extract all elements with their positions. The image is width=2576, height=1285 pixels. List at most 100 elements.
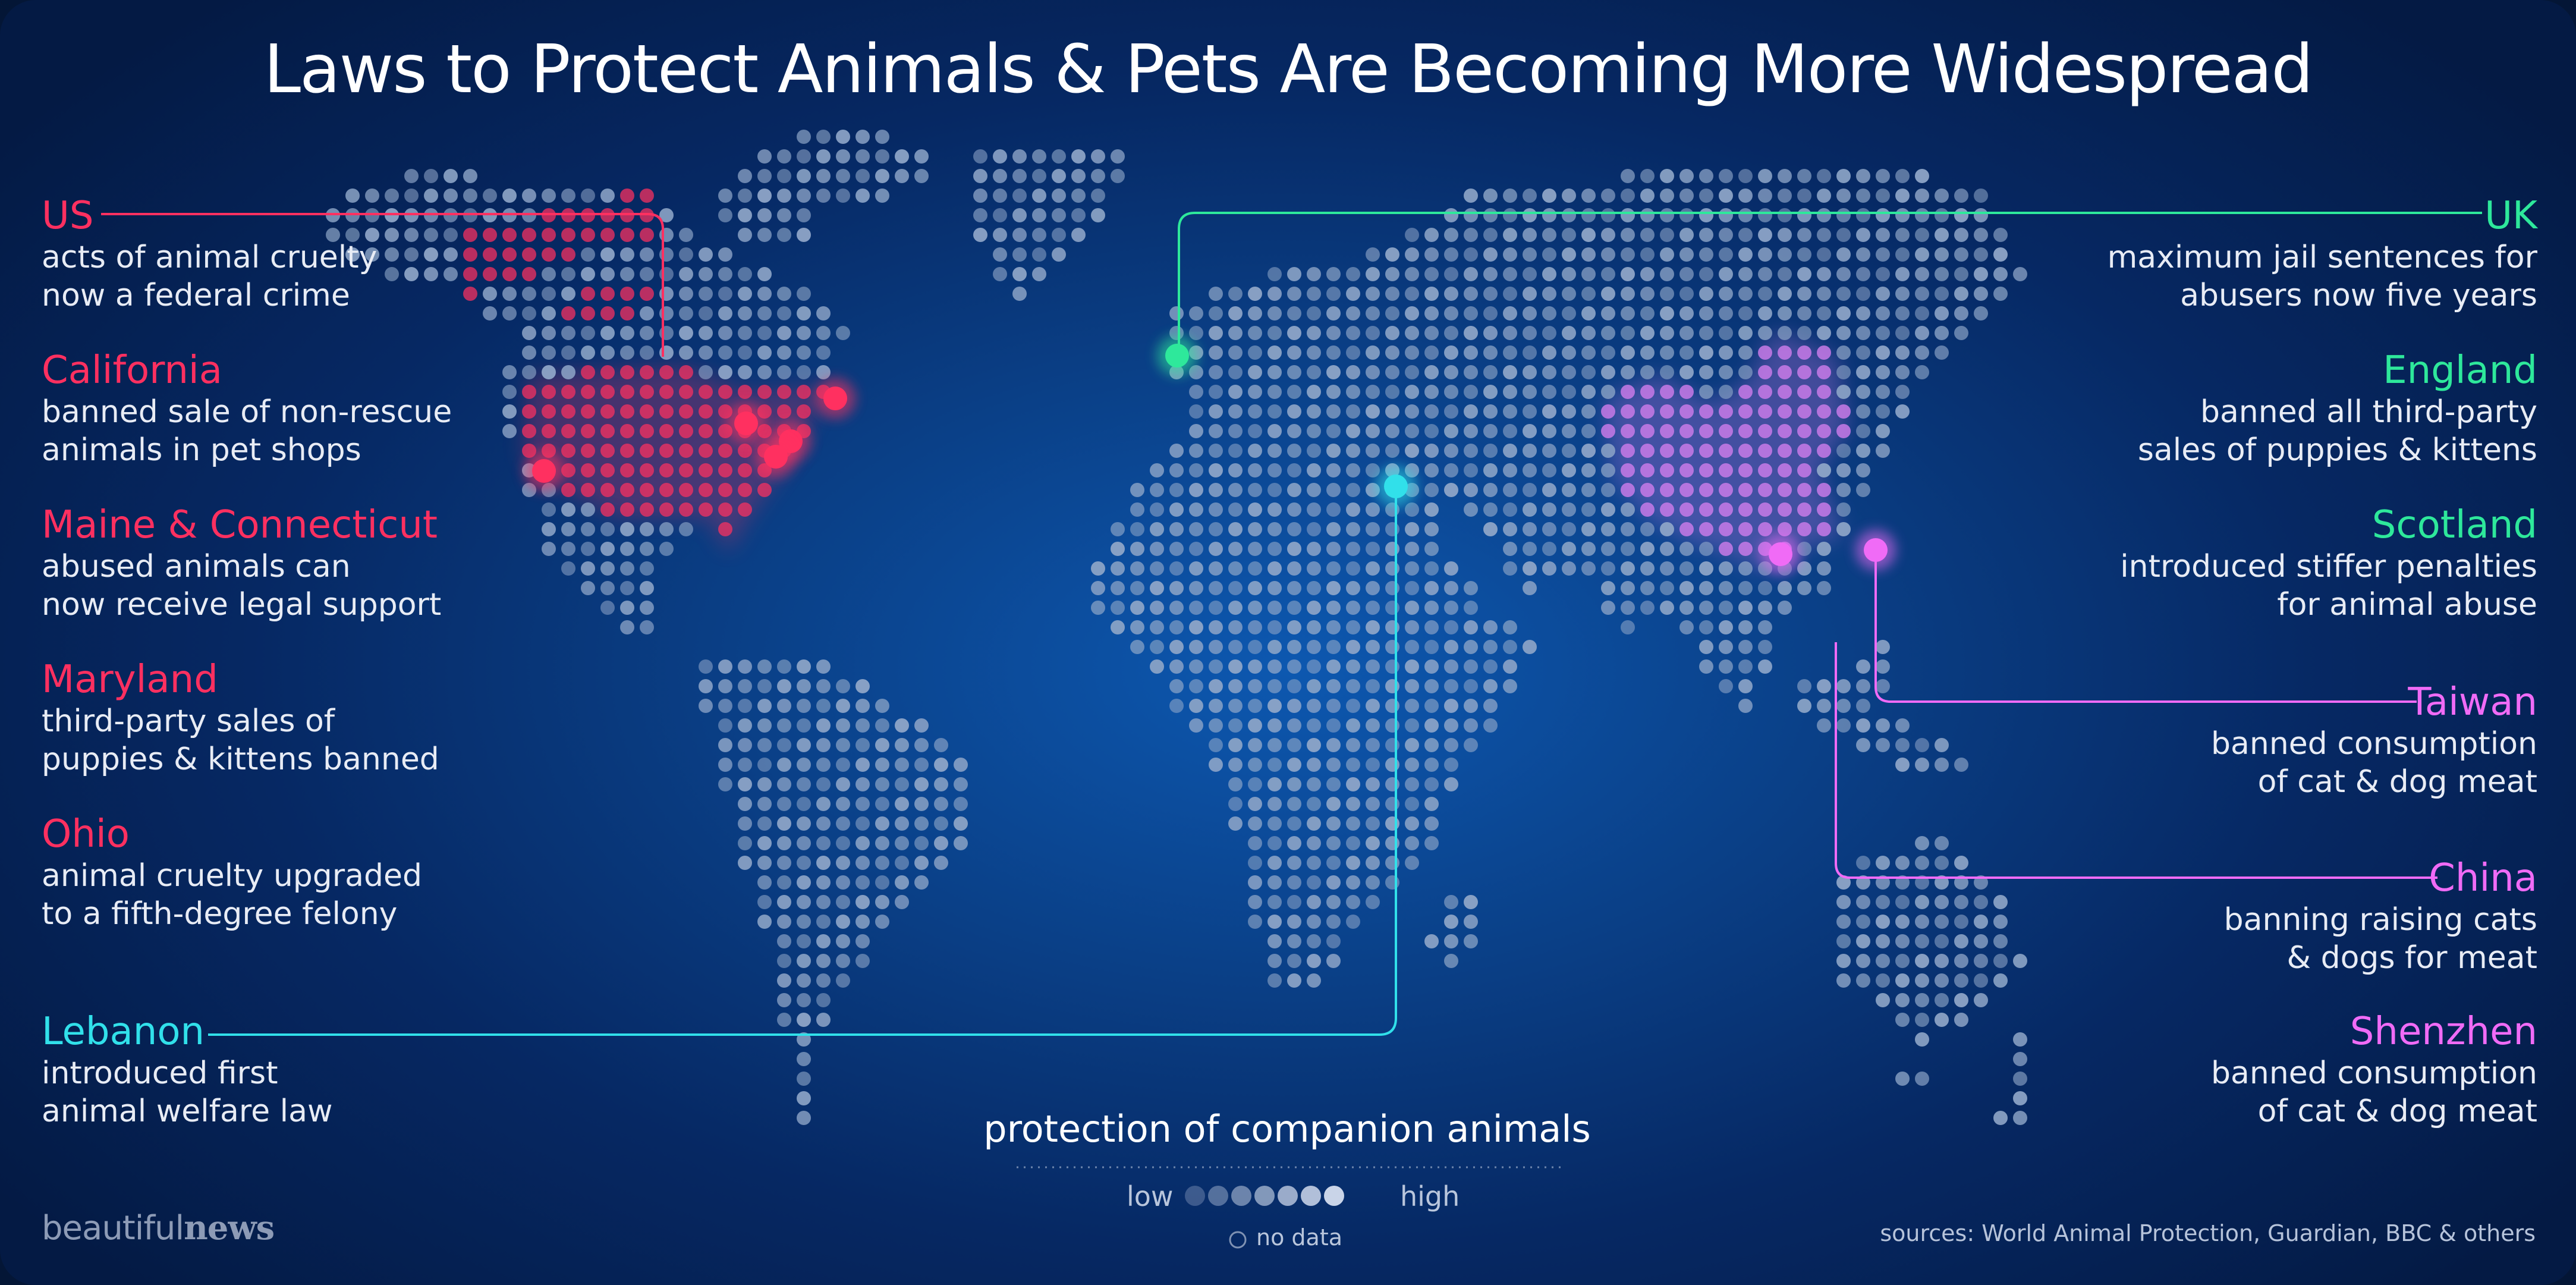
land-dot — [777, 973, 791, 988]
land-dot — [1699, 365, 1713, 379]
land-dot — [1444, 365, 1458, 379]
land-dot — [1052, 188, 1066, 203]
us-dot — [581, 463, 595, 477]
land-dot — [797, 208, 811, 222]
china-dot — [1679, 522, 1694, 536]
land-dot — [1483, 620, 1498, 634]
land-dot — [875, 149, 889, 164]
us-dot — [757, 385, 772, 399]
land-dot — [1915, 228, 1929, 242]
land-dot — [1248, 797, 1262, 811]
land-dot — [1346, 679, 1360, 693]
china-dot — [1758, 365, 1772, 379]
land-dot — [1856, 247, 1870, 262]
land-dot — [1209, 385, 1223, 399]
land-dot — [1346, 620, 1360, 634]
land-dot — [1876, 345, 1890, 360]
land-dot — [816, 973, 831, 988]
brand-logo: beautifulnews — [42, 1208, 275, 1248]
land-dot — [1464, 365, 1478, 379]
land-dot — [620, 326, 634, 340]
land-dot — [816, 365, 831, 379]
legend-level-dot — [1254, 1186, 1275, 1206]
land-dot — [1640, 601, 1655, 615]
land-dot — [1895, 718, 1910, 733]
us-dot — [738, 463, 752, 477]
land-dot — [1228, 758, 1243, 772]
land-dot — [659, 345, 674, 360]
land-dot — [1091, 561, 1105, 576]
land-dot — [1424, 267, 1439, 281]
land-dot — [1385, 267, 1399, 281]
land-dot — [1307, 679, 1321, 693]
land-dot — [954, 797, 968, 811]
land-dot — [1738, 228, 1753, 242]
land-dot — [1307, 620, 1321, 634]
land-dot — [777, 208, 791, 222]
land-dot — [1366, 581, 1380, 595]
land-dot — [561, 542, 575, 556]
us-dot — [561, 424, 575, 438]
land-dot — [502, 385, 517, 399]
land-dot — [1758, 247, 1772, 262]
land-dot — [1307, 797, 1321, 811]
land-dot — [777, 345, 791, 360]
land-dot — [855, 856, 870, 870]
land-dot — [640, 561, 654, 576]
label-name: Ohio — [42, 812, 130, 856]
label-china: China banning raising cats & dogs for me… — [2224, 856, 2537, 977]
china-dot — [1660, 404, 1674, 419]
land-dot — [385, 228, 399, 242]
land-dot — [1523, 404, 1537, 419]
land-dot — [1385, 816, 1399, 831]
land-dot — [1366, 738, 1380, 752]
land-dot — [914, 856, 929, 870]
land-dot — [1111, 149, 1125, 164]
land-dot — [1856, 267, 1870, 281]
land-dot — [1836, 718, 1851, 733]
land-dot — [1856, 463, 1870, 477]
land-dot — [345, 188, 360, 203]
land-dot — [1405, 836, 1419, 850]
land-dot — [1307, 385, 1321, 399]
land-dot — [777, 149, 791, 164]
land-dot — [1797, 306, 1811, 321]
land-dot — [1326, 895, 1341, 909]
land-dot — [561, 345, 575, 360]
land-dot — [1876, 895, 1890, 909]
land-dot — [365, 247, 379, 262]
land-dot — [1954, 758, 1968, 772]
land-dot — [1974, 287, 1988, 301]
land-dot — [836, 149, 850, 164]
land-dot — [1601, 581, 1615, 595]
land-dot — [1503, 287, 1517, 301]
china-dot — [1758, 385, 1772, 399]
us-dot — [620, 365, 634, 379]
land-dot — [816, 993, 831, 1007]
china-dot — [1778, 502, 1792, 517]
land-dot — [1464, 502, 1478, 517]
china-dot — [1719, 502, 1733, 517]
land-dot — [1267, 581, 1282, 595]
land-dot — [855, 934, 870, 948]
land-dot — [1071, 169, 1086, 183]
land-dot — [1601, 228, 1615, 242]
land-dot — [1974, 306, 1988, 321]
land-dot — [659, 247, 674, 262]
land-dot — [1189, 385, 1203, 399]
land-dot — [679, 247, 693, 262]
land-dot — [738, 169, 752, 183]
land-dot — [1660, 287, 1674, 301]
land-dot — [1640, 522, 1655, 536]
china-dot — [1738, 542, 1753, 556]
land-dot — [1876, 169, 1890, 183]
land-dot — [1523, 247, 1537, 262]
land-dot — [1209, 601, 1223, 615]
land-dot — [1856, 973, 1870, 988]
land-dot — [1621, 522, 1635, 536]
china-dot — [1797, 424, 1811, 438]
land-dot — [1954, 228, 1968, 242]
land-dot — [1856, 954, 1870, 968]
land-dot — [1189, 718, 1203, 733]
